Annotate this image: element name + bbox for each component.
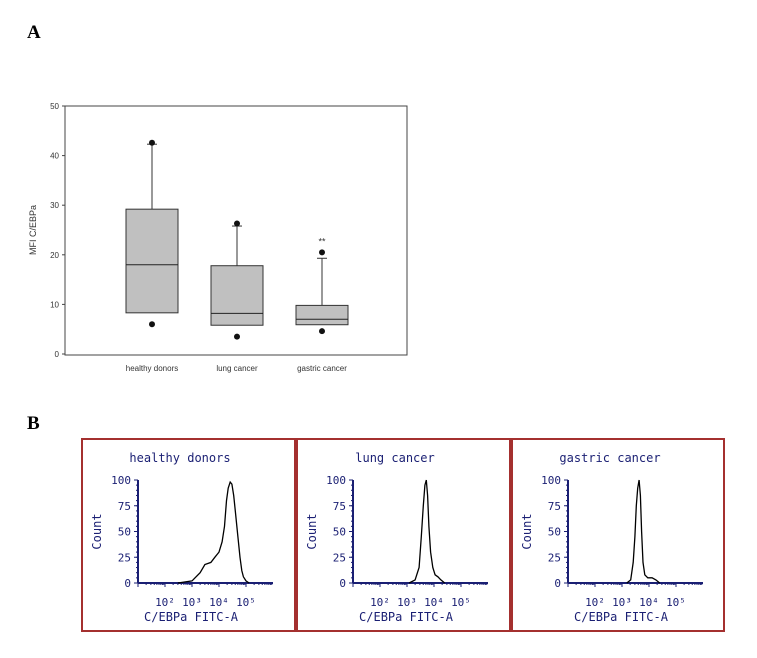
outlier-point	[319, 249, 325, 256]
x-tick-label: 10⁴	[424, 596, 444, 609]
x-tick-label: 10²	[370, 596, 390, 609]
histogram-healthy-donors: healthy donors 0 25 50 75 100 10² 10³ 10⁴ 10⁵ C/EB…	[81, 438, 296, 632]
x-axis-label: C/EBPa FITC-A	[144, 610, 239, 624]
histogram-curve	[408, 479, 446, 584]
y-tick-label: 75	[333, 500, 346, 513]
x-axis-label: C/EBPa FITC-A	[359, 610, 454, 624]
histogram-curve	[626, 479, 661, 584]
x-tick-label: lung cancer	[216, 364, 258, 373]
iqr-box	[295, 304, 349, 326]
histogram-lung-cancer: lung cancer 0 25 50 75 100 10² 10³ 10⁴ 10⁵ C/EBPa …	[296, 438, 511, 632]
x-tick-label: 10³	[612, 596, 632, 609]
y-tick-label: 25	[118, 551, 131, 564]
x-tick-label: healthy donors	[126, 364, 178, 373]
x-tick-label: 10³	[397, 596, 417, 609]
histogram-plot: gastric cancer 0 25 50 75 100 10² 10³ 10⁴ 10⁵C/EB…	[520, 451, 703, 624]
panel-a-label: A	[27, 22, 41, 43]
histogram-curve	[177, 480, 250, 584]
histogram-title: healthy donors	[129, 451, 230, 465]
y-tick-label: 75	[118, 500, 131, 513]
y-axis-label: MFI C/EBPa	[28, 205, 38, 255]
y-tick-label: 0	[124, 577, 131, 590]
y-tick-label: 30	[50, 201, 59, 210]
y-tick-label: 100	[541, 474, 561, 487]
y-axis-label: Count	[520, 513, 534, 549]
y-tick-label: 20	[50, 251, 59, 260]
y-tick-label: 10	[50, 300, 59, 309]
box-gastric-cancer	[295, 249, 349, 335]
x-tick-label: 10⁴	[639, 596, 659, 609]
y-tick-label: 0	[554, 577, 561, 590]
y-tick-label: 75	[548, 500, 561, 513]
y-tick-label: 0	[55, 350, 60, 359]
boxplot-chart: 0 10 20 30 40 50 MFI C/EBPa healthy donors lung …	[28, 102, 408, 373]
y-tick-label: 0	[339, 577, 346, 590]
histogram-title: gastric cancer	[559, 451, 660, 465]
x-tick-label: 10⁵	[236, 596, 256, 609]
y-tick-label: 50	[118, 526, 131, 539]
plot-frame	[64, 105, 408, 356]
iqr-box	[125, 208, 179, 314]
x-tick-label: 10⁵	[666, 596, 686, 609]
box-lung-cancer	[210, 220, 264, 340]
significance-annotation: **	[318, 236, 326, 246]
x-tick-label: gastric cancer	[297, 364, 347, 373]
y-tick-label: 25	[333, 551, 346, 564]
y-tick-label: 100	[111, 474, 131, 487]
outlier-point	[149, 321, 155, 328]
panel-b-label: B	[27, 413, 40, 434]
y-tick-label: 25	[548, 551, 561, 564]
y-tick-label: 100	[326, 474, 346, 487]
outlier-point	[149, 139, 155, 146]
outlier-point	[319, 328, 325, 335]
x-tick-label: 10⁴	[209, 596, 229, 609]
y-tick-label: 50	[548, 526, 561, 539]
iqr-box	[210, 265, 264, 326]
outlier-point	[234, 220, 240, 227]
x-tick-label: 10²	[155, 596, 175, 609]
y-tick-label: 50	[333, 526, 346, 539]
x-axis-label: C/EBPa FITC-A	[574, 610, 669, 624]
x-tick-label: 10³	[182, 596, 202, 609]
y-axis-label: Count	[90, 513, 104, 549]
histogram-gastric-cancer: gastric cancer 0 25 50 75 100 10² 10³ 10⁴ 10⁵ C/EB…	[511, 438, 725, 632]
y-tick-label: 50	[50, 102, 59, 111]
histogram-title: lung cancer	[355, 451, 434, 465]
x-tick-label: 10⁵	[451, 596, 471, 609]
box-healthy-donors	[125, 139, 179, 328]
y-axis-label: Count	[305, 513, 319, 549]
x-tick-label: 10²	[585, 596, 605, 609]
y-tick-label: 40	[50, 152, 59, 161]
outlier-point	[234, 333, 240, 340]
histogram-plot: healthy donors 0 25 50 75 100 10² 10³ 10⁴ 10⁵C/EB…	[90, 451, 273, 624]
histogram-plot: lung cancer 0 25 50 75 100 10² 10³ 10⁴ 10⁵C/EBPa …	[305, 451, 488, 624]
